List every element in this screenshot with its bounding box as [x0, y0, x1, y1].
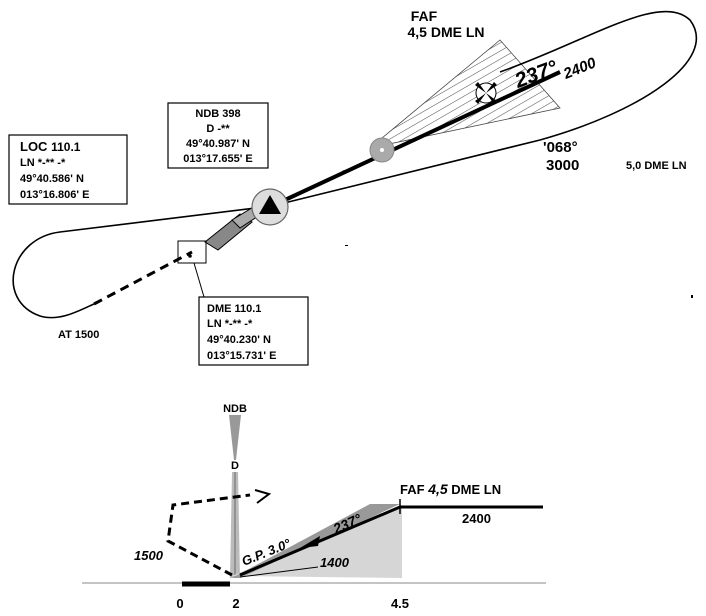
procedure-track: [271, 10, 698, 207]
dme-lon: 013°15.731' E: [207, 350, 276, 362]
profile-ndb-label: NDB: [223, 403, 247, 415]
profile-altitude-2400: 2400: [462, 511, 491, 526]
turn-limit: 5,0 DME LN: [626, 160, 687, 172]
profile-view: NDB D FAF 4,5 DME LN 2400 237° G.P. 3.0°…: [82, 403, 546, 611]
loc-info-box: LOC 110.1 LN *-** -* 49°40.586' N 013°16…: [8, 134, 128, 205]
axis-label-0: 0: [176, 596, 183, 611]
procedure-track-left: [12, 205, 273, 319]
inbound-arrow-icon: [300, 536, 320, 548]
missed-approach-arrow-icon: [254, 489, 272, 504]
loc-frequency: 110.1: [51, 140, 81, 154]
plan-view: FAF 4,5 DME LN 237° 2400 '068° 3000 5,0 …: [8, 8, 698, 366]
profile-faf-label: FAF 4,5 DME LN: [400, 481, 501, 497]
stray-mark-2: [691, 295, 693, 298]
axis-label-2: 2: [232, 596, 239, 611]
dashed-track: [93, 250, 193, 306]
profile-faf-distance: 4,5: [427, 481, 448, 497]
dme-morse: LN *-** -*: [207, 318, 253, 330]
alt-1400-leader: [239, 566, 319, 578]
d-fix-dot: [380, 148, 384, 152]
inbound-altitude: 2400: [560, 54, 599, 83]
stray-mark: [345, 245, 348, 246]
outbound-course: '068°: [543, 139, 578, 156]
loc-lon: 013°16.806' E: [20, 189, 89, 201]
ndb-title: NDB 398: [195, 108, 240, 120]
dme-leader: [193, 262, 205, 298]
loc-morse: LN *-** -*: [20, 157, 66, 169]
ndb-lat: 49°40.987' N: [186, 138, 250, 150]
descent-path: [239, 505, 401, 577]
dme-info-box: DME 110.1 LN *-** -* 49°40.230' N 013°15…: [198, 296, 309, 366]
ndb-info-box: NDB 398 D -** 49°40.987' N 013°17.655' E: [167, 102, 269, 169]
faf-cross-icon: [475, 82, 497, 104]
dme-title: DME 110.1: [207, 303, 261, 315]
missed-approach: [166, 493, 251, 577]
profile-altitude-1500: 1500: [134, 548, 164, 563]
profile-d-label: D: [231, 460, 239, 472]
svg-text:LOC 110.1: LOC 110.1: [20, 139, 81, 154]
loc-lat: 49°40.586' N: [20, 173, 84, 185]
axis-label-4-5: 4.5: [391, 596, 409, 611]
ndb-beam: [229, 415, 241, 460]
dme-lat: 49°40.230' N: [207, 334, 271, 346]
holding-altitude: AT 1500: [58, 329, 99, 341]
ndb-lon: 013°17.655' E: [183, 153, 252, 165]
outbound-altitude: 3000: [546, 157, 579, 174]
approach-sector: [369, 39, 561, 149]
faf-distance: 4,5 DME LN: [407, 24, 484, 40]
ndb-morse: D -**: [206, 123, 230, 135]
faf-title: FAF: [411, 8, 438, 24]
ndb-triangle-icon: [259, 195, 281, 214]
loc-ident: LOC: [20, 139, 48, 154]
dme-square: [177, 240, 207, 264]
profile-altitude-1400: 1400: [320, 555, 350, 570]
inbound-track: [271, 70, 561, 208]
track-dot: [342, 170, 346, 174]
dme-dot: [188, 254, 192, 258]
